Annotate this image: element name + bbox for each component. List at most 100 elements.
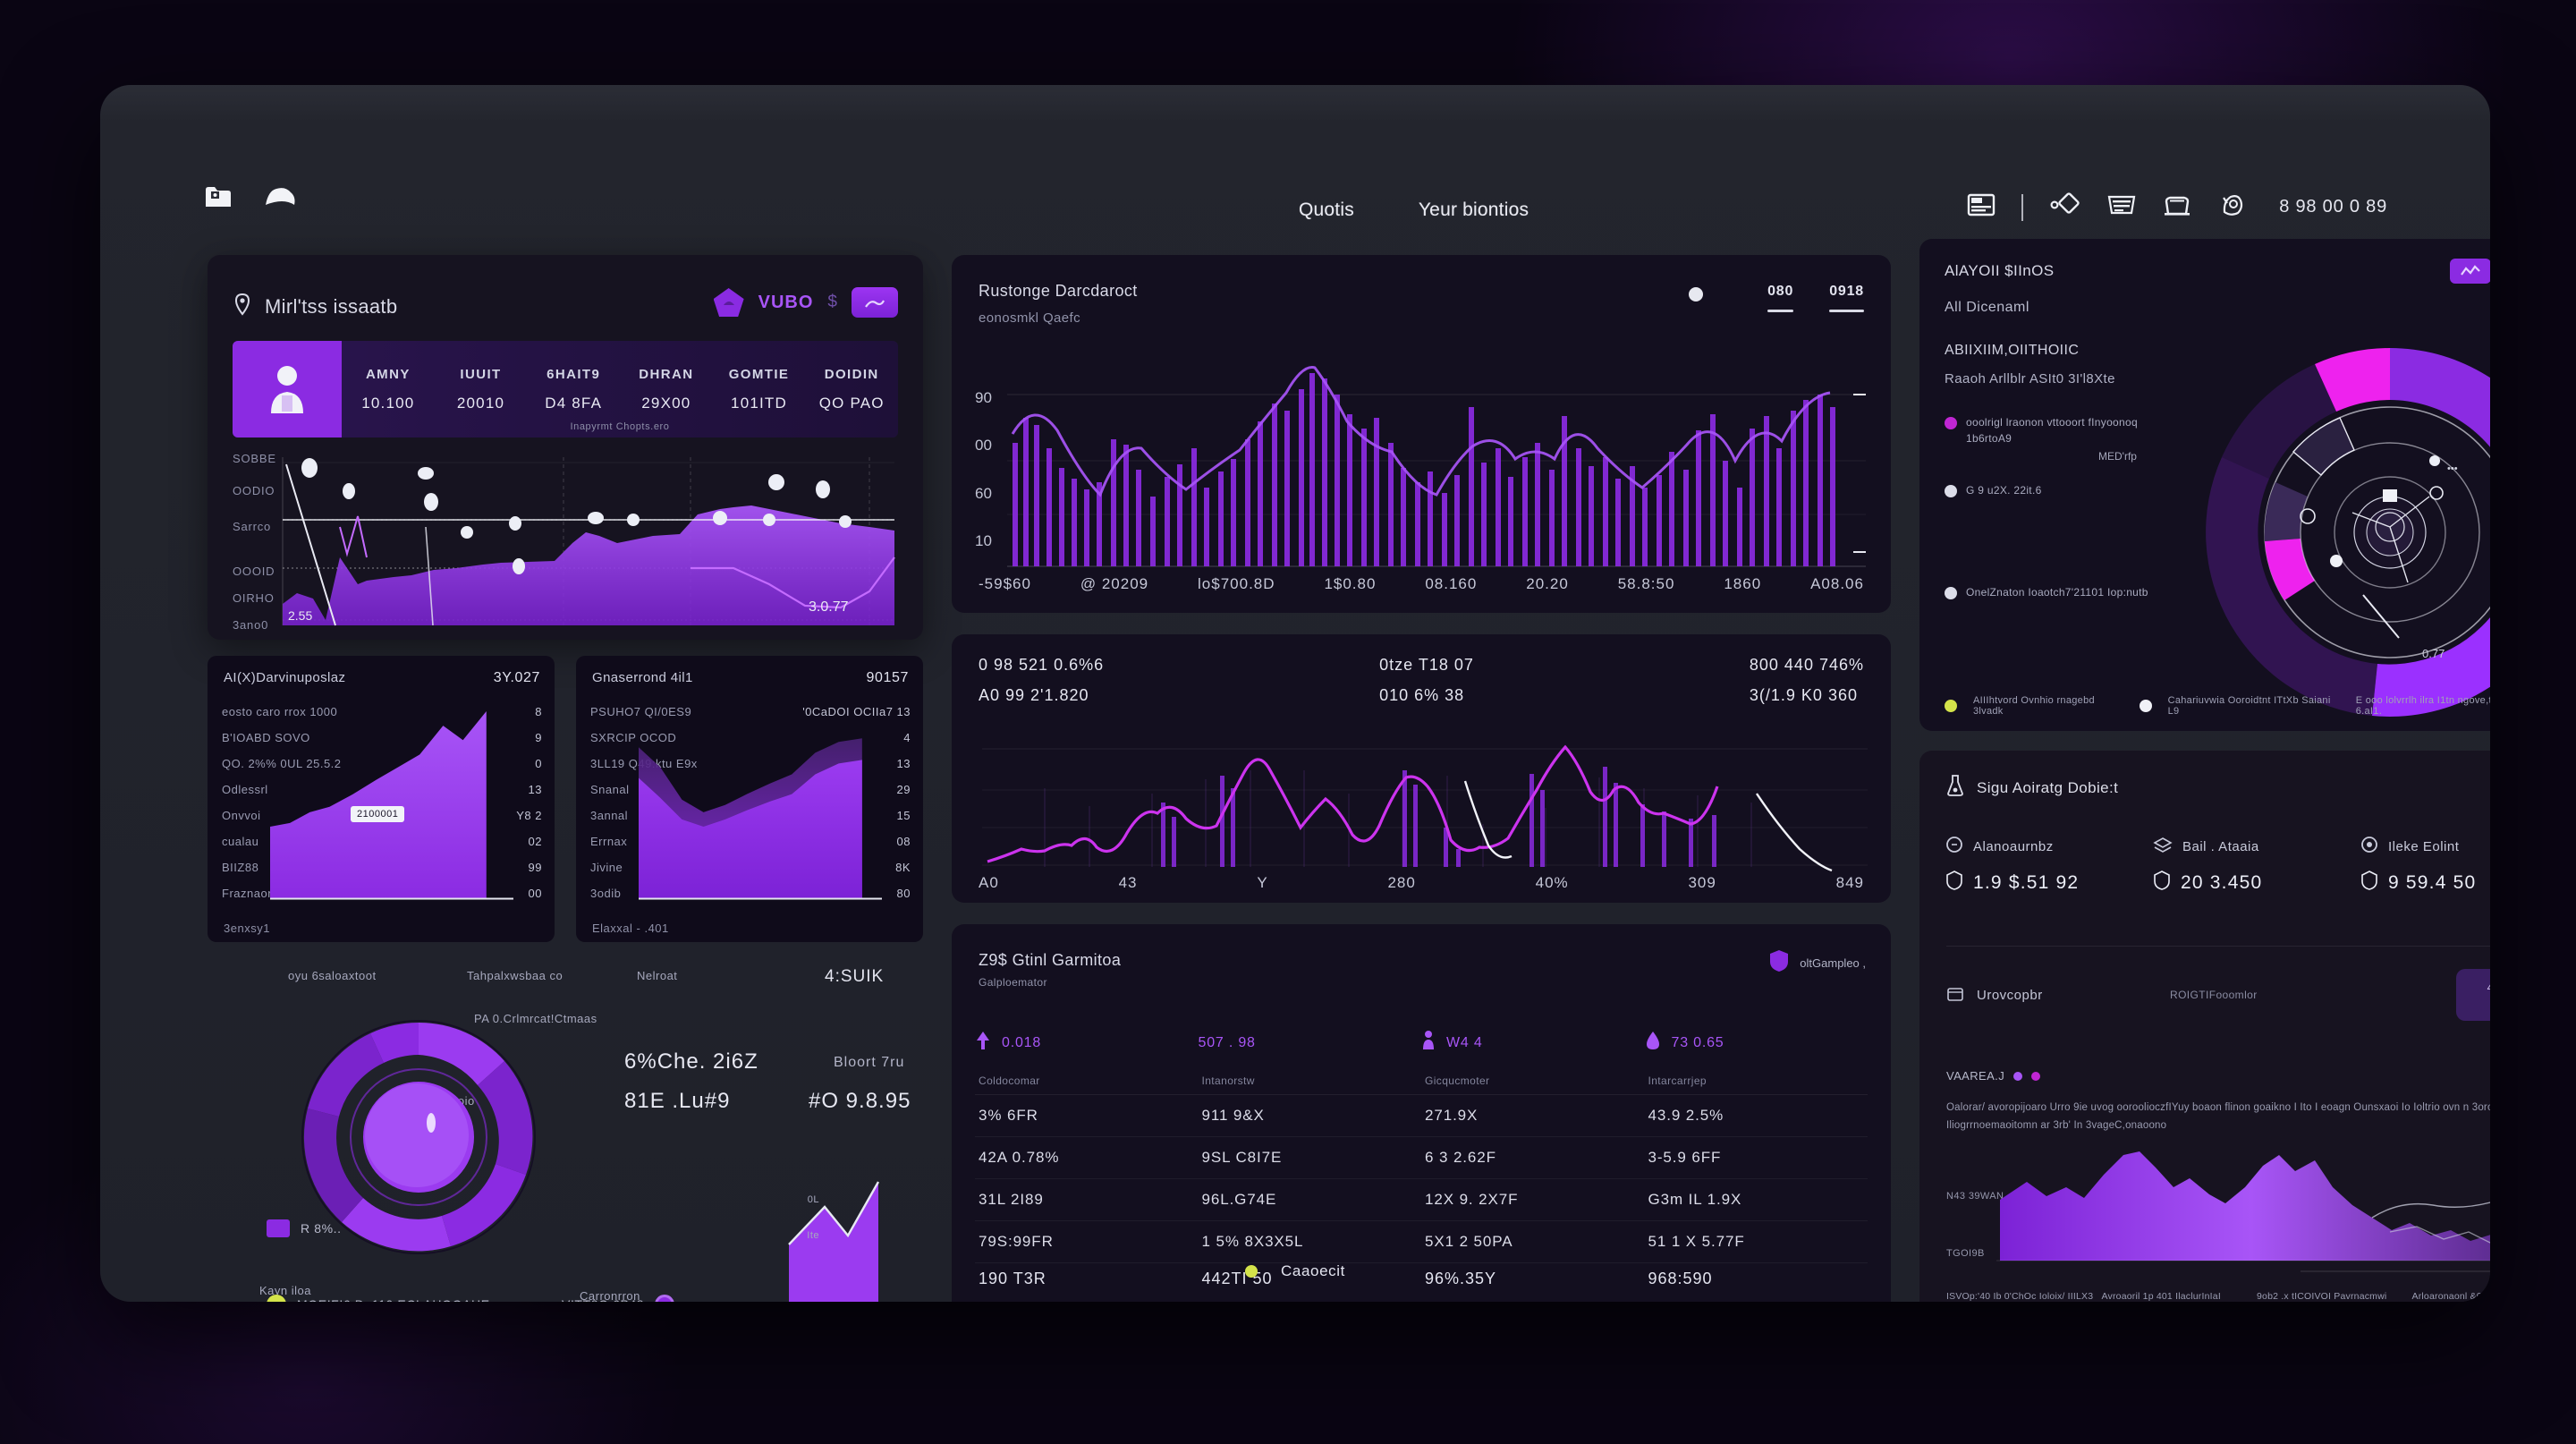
- legend-dot-magenta: [1945, 417, 1957, 429]
- footer-text: AIIIhtvord Ovnhio rnagebd 3lvadk: [1973, 695, 2095, 717]
- action-label-group: Urovcopbr: [1946, 984, 2170, 1006]
- center-bar-dot-icon[interactable]: [1689, 287, 1703, 302]
- data-table: Coldocomar Intanorstw Gicqucmoter Intarc…: [975, 1067, 1868, 1263]
- bell-icon[interactable]: [2218, 192, 2247, 222]
- row-label: B'IOABD SOVO: [222, 731, 310, 744]
- table-row[interactable]: 3% 6FR 911 9&X 271.9X 43.9 2.5%: [975, 1095, 1868, 1137]
- right-note-row: VAAREA.J: [1946, 1069, 2041, 1083]
- legend-label: R 8%..: [301, 1221, 342, 1236]
- legend-dot-white: [1945, 587, 1957, 599]
- chart-up-button[interactable]: [852, 287, 898, 318]
- stat-group-right: 800 440 746% 3(/1.9 K0 360: [1750, 656, 1864, 705]
- donut-label: 4:SUIK: [825, 967, 885, 986]
- donut-label: Kayn iloa: [259, 1284, 311, 1297]
- table-title: Z9$ Gtinl Garmitoa: [979, 951, 1122, 969]
- left-card-header: Mirl'tss issaatb: [233, 293, 397, 320]
- footer-col: Arloaronaonl &0i0I4I6: [2411, 1291, 2491, 1302]
- folder-icon[interactable]: [203, 183, 233, 210]
- donut-label: Carronrron: [580, 1289, 640, 1302]
- row-value: 4: [903, 731, 911, 744]
- donut-metric: 81E .Lu#9: [624, 1089, 731, 1113]
- center-bar-tabs: 080 0918: [1767, 284, 1864, 312]
- mini2-footer: Elaxxal - .401: [592, 922, 669, 935]
- right-sub3: Raaoh Arllblr ASIt0 3I'l8Xte: [1945, 371, 2115, 386]
- right-area-chart: N43 39WAN TGOI9B: [1946, 1135, 2490, 1296]
- action-button[interactable]: 4?OcHAN Ocnvza: [2456, 969, 2490, 1021]
- list-item: Snanal 29: [590, 777, 911, 803]
- table-badge-group[interactable]: oltGampleo ,: [1769, 949, 1866, 977]
- chrome-icon-group: [203, 183, 298, 210]
- pentagon-icon[interactable]: [713, 288, 744, 317]
- table-badge-label: oltGampleo ,: [1800, 956, 1866, 970]
- center-table-panel: Z9$ Gtinl Garmitoa Galploemator oltGampl…: [952, 924, 1891, 1302]
- cell: 5X1 2 50PA: [1425, 1233, 1513, 1250]
- user-label[interactable]: 8 98 00 0 89: [2279, 197, 2387, 217]
- donut-label: PA 0.Crlmrcat!Ctmaas: [474, 1012, 597, 1025]
- archive-icon[interactable]: [2163, 192, 2191, 222]
- x-tick: 08.160: [1425, 575, 1478, 592]
- row-value: 0: [535, 757, 542, 770]
- y-tick: OIRHO: [233, 591, 275, 605]
- metric-label: Bail . Ataaia: [2182, 838, 2259, 854]
- stat-key: AMNY: [365, 366, 411, 382]
- x-tick: 43: [1118, 874, 1138, 891]
- nav-item-quotis[interactable]: Quotis: [1299, 200, 1354, 220]
- nav-item-your-bonitios[interactable]: Yeur biontios: [1418, 200, 1530, 220]
- table-footer: 190 T3R 442TI 50 96%.35Y 968:590 38IL 36…: [975, 1264, 1868, 1302]
- chart-badge-button[interactable]: [2450, 259, 2490, 284]
- table-row[interactable]: 42A 0.78% 9SL C8I7E 6 3 2.62F 3-5.9 6FF: [975, 1137, 1868, 1179]
- cell: 9SL C8I7E: [1201, 1149, 1283, 1166]
- row-label: Errnax: [590, 835, 628, 848]
- y-tick: Sarrco: [233, 520, 272, 533]
- table-row[interactable]: 31L 2I89 96L.G74E 12X 9. 2X7F G3m IL 1.9…: [975, 1179, 1868, 1221]
- stat-group-mid: 0tze T18 07 010 6% 38: [1379, 656, 1474, 705]
- metric-value-row: 9 59.4 50: [2361, 871, 2490, 896]
- row-value: 13: [528, 783, 542, 796]
- row-value: 8K: [895, 861, 911, 874]
- mini2-rows: PSUHO7 QI/0ES9 '0CaDOI OCIIa7 13 SXRCIP …: [590, 699, 911, 906]
- metric-card: Alanoaurnbz 1.9 $.51 92: [1946, 837, 2154, 896]
- legend-label: VITT8O 6P48: [562, 1297, 644, 1302]
- center-line-chart: [982, 744, 1868, 872]
- row-label: Fraznaon: [222, 887, 275, 900]
- row-label: Snanal: [590, 783, 630, 796]
- row-label: cualau: [222, 835, 259, 848]
- legend-label: OnelZnaton Ioaotch7'21101 Iop:nutb: [1966, 586, 2148, 599]
- table-row[interactable]: 79S:99FR 1 5% 8X3X5L 5X1 2 50PA 51 1 X 5…: [975, 1221, 1868, 1263]
- action-middle-text: ROIGTIFooomlor: [2170, 989, 2258, 1001]
- tab-080[interactable]: 080: [1767, 284, 1794, 312]
- right-sunburst-panel: AlAYOII $IInOS All Dicenaml ABIIXIIM,OII…: [1919, 239, 2490, 731]
- toolbar-divider: [2021, 193, 2024, 221]
- cell: 271.9X: [1425, 1107, 1479, 1124]
- header-label: 0.018: [1002, 1034, 1042, 1050]
- stat-cell: GOMTIE 101ITD: [713, 341, 806, 437]
- y-tick: OOOID: [233, 565, 275, 578]
- cell: 3% 6FR: [979, 1107, 1038, 1124]
- tab-0918[interactable]: 0918: [1829, 284, 1864, 312]
- right-action-row: Urovcopbr ROIGTIFooomlor 4?OcHAN Ocnvza: [1946, 969, 2490, 1021]
- stat-key: DOIDIN: [824, 366, 879, 382]
- y-tick: TGOI9B: [1946, 1248, 1985, 1259]
- diamond-icon[interactable]: [2050, 192, 2080, 222]
- cloud-icon[interactable]: [264, 185, 298, 208]
- top-nav: Quotis Yeur biontios: [1299, 200, 1529, 221]
- cell: 190 T3R: [979, 1270, 1046, 1287]
- column-header: Intanorstw: [1201, 1075, 1255, 1087]
- svg-text:•••: •••: [2447, 463, 2458, 474]
- divider: [1946, 946, 2490, 947]
- legend-chip: [267, 1219, 290, 1237]
- stat-key: DHRAN: [639, 366, 694, 382]
- card-icon[interactable]: [1967, 192, 1996, 222]
- cell: 43.9 2.5%: [1648, 1107, 1724, 1124]
- metric-value: 1.9 $.51 92: [1973, 872, 2080, 893]
- right-legend-item-1: ooolrigl lraonon vttooort fInyoonoq 1b6r…: [1945, 414, 2154, 446]
- left-mini-card-1: AI(X)Darvinuposlaz 3Y.027 eosto caro rro…: [208, 656, 555, 942]
- stat-value: 29X00: [641, 394, 691, 412]
- stat-value: 10.100: [361, 394, 415, 412]
- cell: 12X 9. 2X7F: [1425, 1191, 1519, 1208]
- y-tick: 60: [975, 484, 992, 502]
- list-icon[interactable]: [2107, 193, 2136, 221]
- cell: 968:590: [1648, 1270, 1713, 1287]
- list-item: QO. 2%% 0UL 25.5.2 0: [222, 751, 542, 777]
- stat-key: GOMTIE: [728, 366, 790, 382]
